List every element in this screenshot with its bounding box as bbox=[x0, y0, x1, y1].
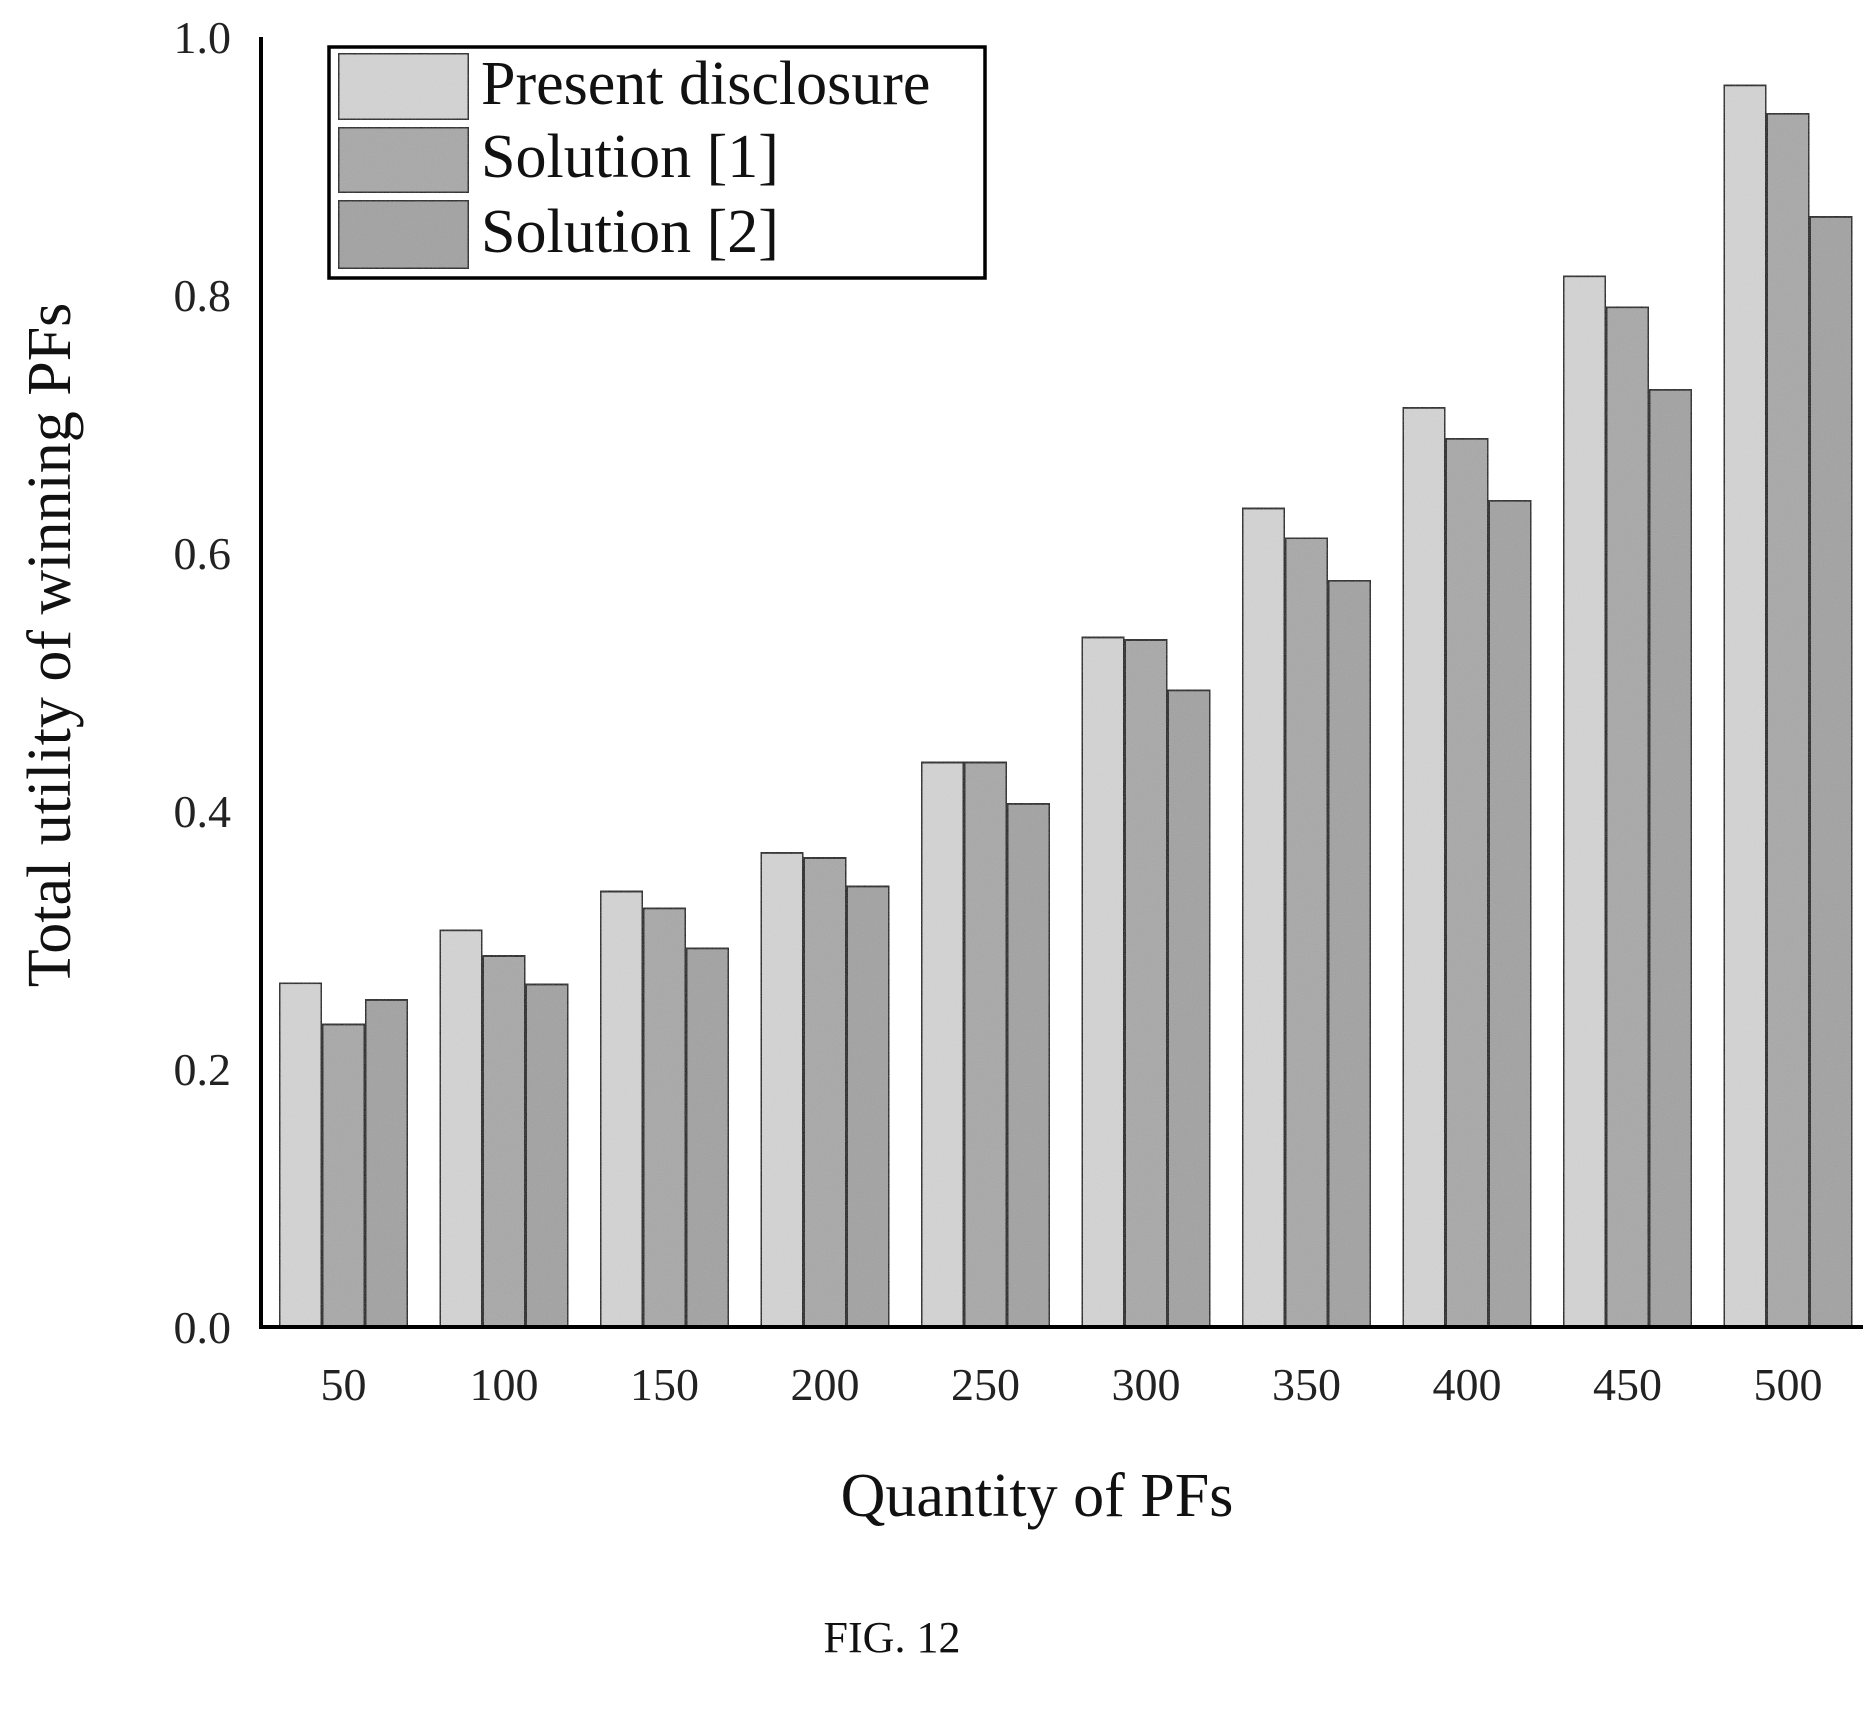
bar-present-disclosure-400 bbox=[1401, 405, 1447, 1329]
bar-solution-1-50 bbox=[320, 1022, 367, 1329]
bar-solution-1-300 bbox=[1123, 637, 1169, 1329]
legend-swatch-solution-1 bbox=[336, 125, 471, 195]
bar-solution-1-250 bbox=[962, 760, 1009, 1329]
y-tick-label: 0.6 bbox=[174, 528, 232, 579]
bar-solution-2-150 bbox=[684, 946, 731, 1329]
x-tick-label: 450 bbox=[1593, 1359, 1662, 1410]
bar-present-disclosure-100 bbox=[438, 928, 484, 1329]
bar-solution-1-350 bbox=[1283, 536, 1330, 1329]
y-axis-title: Total utility of winning PFs bbox=[16, 303, 84, 988]
bar-solution-1-500 bbox=[1765, 111, 1811, 1329]
y-axis-ticks: 0.0 0.2 0.4 0.6 0.8 1.0 bbox=[174, 12, 232, 1353]
bar-present-disclosure-350 bbox=[1240, 506, 1287, 1329]
bar-solution-2-100 bbox=[524, 982, 570, 1329]
y-tick-label: 0.8 bbox=[174, 270, 232, 321]
bar-solution-2-300 bbox=[1166, 688, 1212, 1329]
x-axis-ticks: 50 100 150 200 250 300 350 400 450 500 bbox=[321, 1359, 1823, 1410]
legend-label-solution-2: Solution [2] bbox=[481, 198, 779, 266]
x-tick-label: 100 bbox=[470, 1359, 539, 1410]
y-tick-label: 0.0 bbox=[174, 1302, 232, 1353]
bar-solution-2-200 bbox=[845, 884, 891, 1329]
legend-label-solution-1: Solution [1] bbox=[481, 123, 779, 191]
bar-solution-1-150 bbox=[641, 906, 688, 1329]
y-tick-label: 0.2 bbox=[174, 1044, 232, 1095]
bar-solution-1-400 bbox=[1444, 436, 1490, 1329]
x-tick-label: 350 bbox=[1272, 1359, 1341, 1410]
x-axis-title: Quantity of PFs bbox=[841, 1462, 1234, 1530]
x-tick-label: 400 bbox=[1433, 1359, 1502, 1410]
x-tick-label: 50 bbox=[321, 1359, 367, 1410]
bar-present-disclosure-300 bbox=[1080, 635, 1126, 1329]
bar-present-disclosure-50 bbox=[277, 981, 324, 1329]
y-tick-label: 0.4 bbox=[174, 786, 232, 837]
bar-solution-2-50 bbox=[363, 997, 410, 1329]
figure-caption: FIG. 12 bbox=[824, 1613, 961, 1662]
x-tick-label: 150 bbox=[630, 1359, 699, 1410]
y-tick-label: 1.0 bbox=[174, 12, 232, 63]
bars-layer bbox=[277, 83, 1854, 1329]
x-tick-label: 250 bbox=[951, 1359, 1020, 1410]
bar-solution-2-500 bbox=[1808, 214, 1854, 1329]
bar-solution-2-350 bbox=[1326, 578, 1373, 1329]
bar-solution-2-400 bbox=[1487, 498, 1533, 1329]
bar-present-disclosure-150 bbox=[598, 889, 645, 1329]
bar-solution-2-250 bbox=[1005, 801, 1052, 1329]
bar-solution-1-100 bbox=[481, 953, 527, 1329]
legend-swatch-present-disclosure bbox=[336, 51, 471, 122]
x-tick-label: 300 bbox=[1112, 1359, 1181, 1410]
legend-label-present-disclosure: Present disclosure bbox=[481, 50, 930, 118]
x-tick-label: 200 bbox=[791, 1359, 860, 1410]
bar-solution-1-450 bbox=[1604, 305, 1651, 1329]
bar-present-disclosure-500 bbox=[1722, 83, 1768, 1329]
legend-swatch-solution-2 bbox=[336, 198, 471, 271]
legend: Present disclosure Solution [1] Solution… bbox=[327, 45, 987, 280]
bar-solution-1-200 bbox=[802, 855, 848, 1329]
bar-present-disclosure-200 bbox=[759, 850, 805, 1329]
bar-solution-2-450 bbox=[1647, 387, 1694, 1329]
x-tick-label: 500 bbox=[1754, 1359, 1823, 1410]
bar-present-disclosure-250 bbox=[919, 760, 966, 1329]
bar-present-disclosure-450 bbox=[1561, 274, 1608, 1329]
